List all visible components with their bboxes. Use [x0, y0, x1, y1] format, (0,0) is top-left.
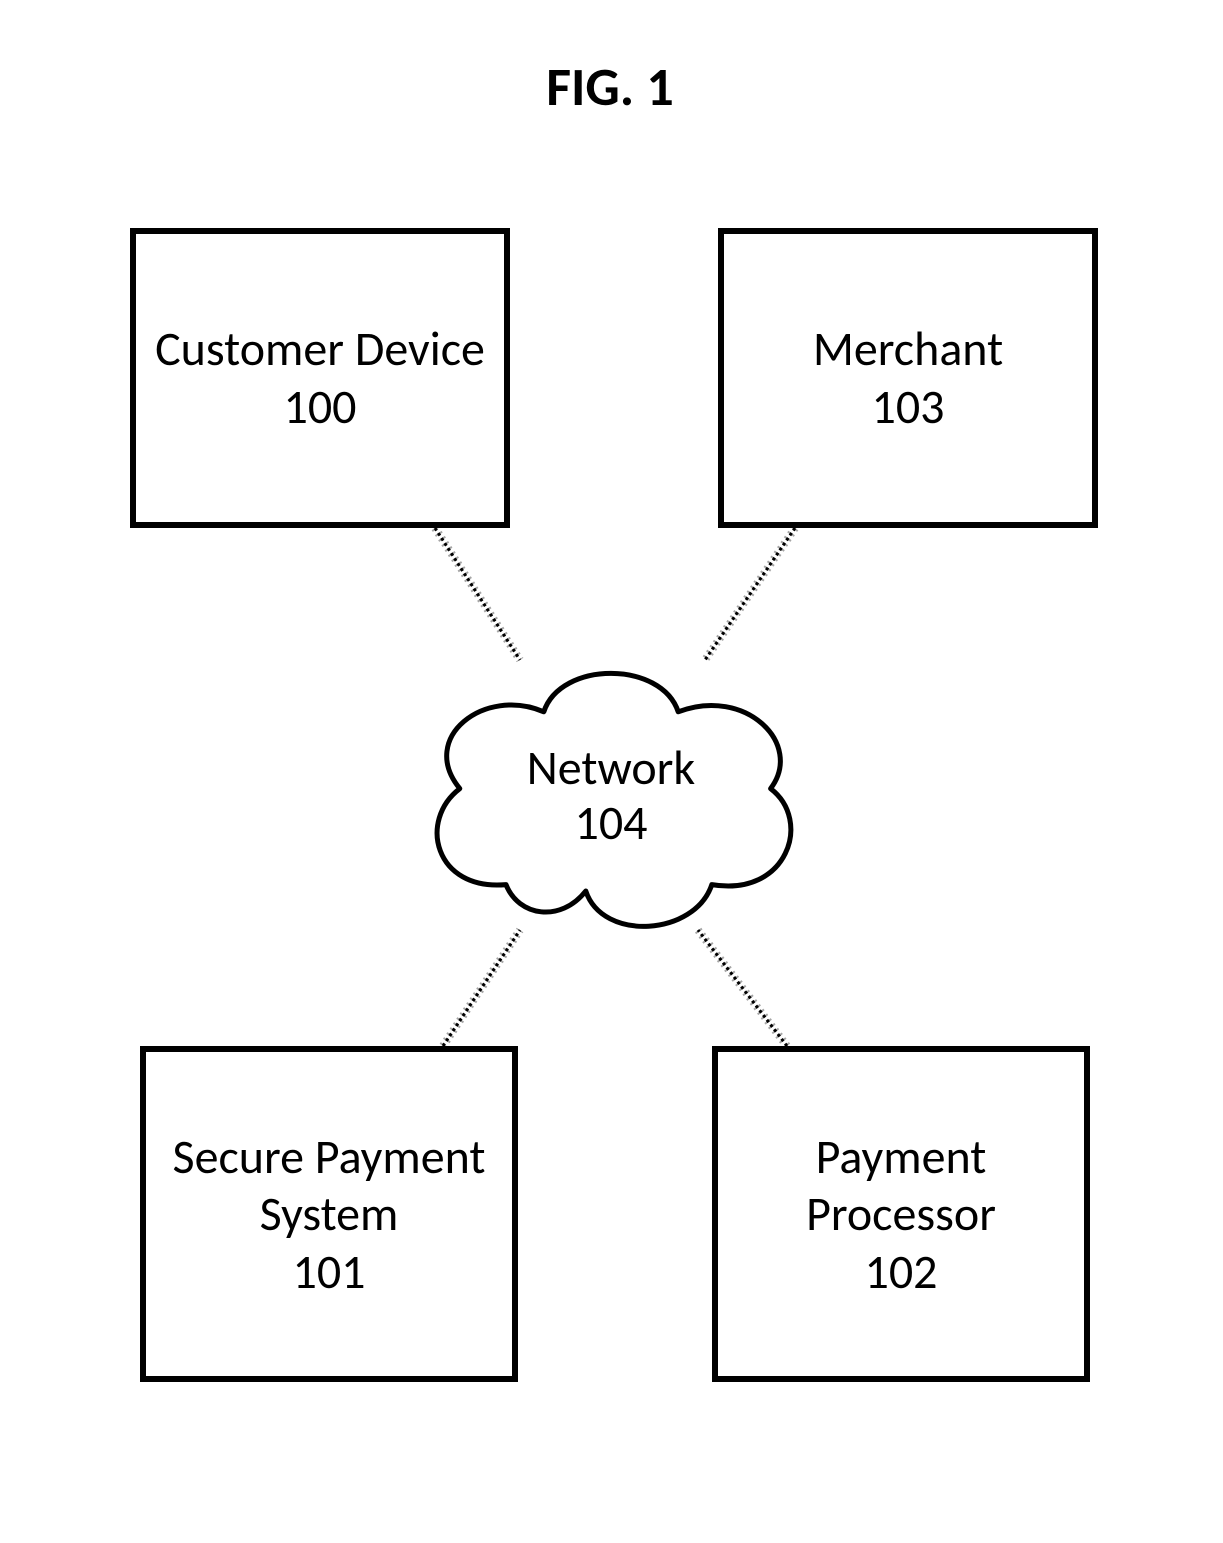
node-secure-payment-label: Secure Payment System [173, 1128, 486, 1243]
node-payment-processor-label: Payment Processor [718, 1128, 1084, 1243]
node-merchant-label: Merchant [813, 320, 1003, 378]
node-secure-payment: Secure Payment System 101 [140, 1046, 518, 1382]
node-customer-device-label: Customer Device [155, 320, 485, 378]
network-cloud-number: 104 [575, 795, 648, 850]
network-cloud-text: Network 104 [401, 635, 821, 955]
node-secure-payment-number: 101 [293, 1243, 366, 1301]
node-customer-device: Customer Device 100 [130, 228, 510, 528]
node-customer-device-number: 100 [284, 378, 357, 436]
node-merchant-number: 103 [872, 378, 945, 436]
node-payment-processor: Payment Processor 102 [712, 1046, 1090, 1382]
node-payment-processor-number: 102 [865, 1243, 938, 1301]
figure-title: FIG. 1 [480, 54, 740, 120]
node-merchant: Merchant 103 [718, 228, 1098, 528]
network-cloud-label: Network [527, 740, 695, 795]
diagram-canvas: FIG. 1 Network 104 Customer Device 100 M… [0, 0, 1223, 1543]
